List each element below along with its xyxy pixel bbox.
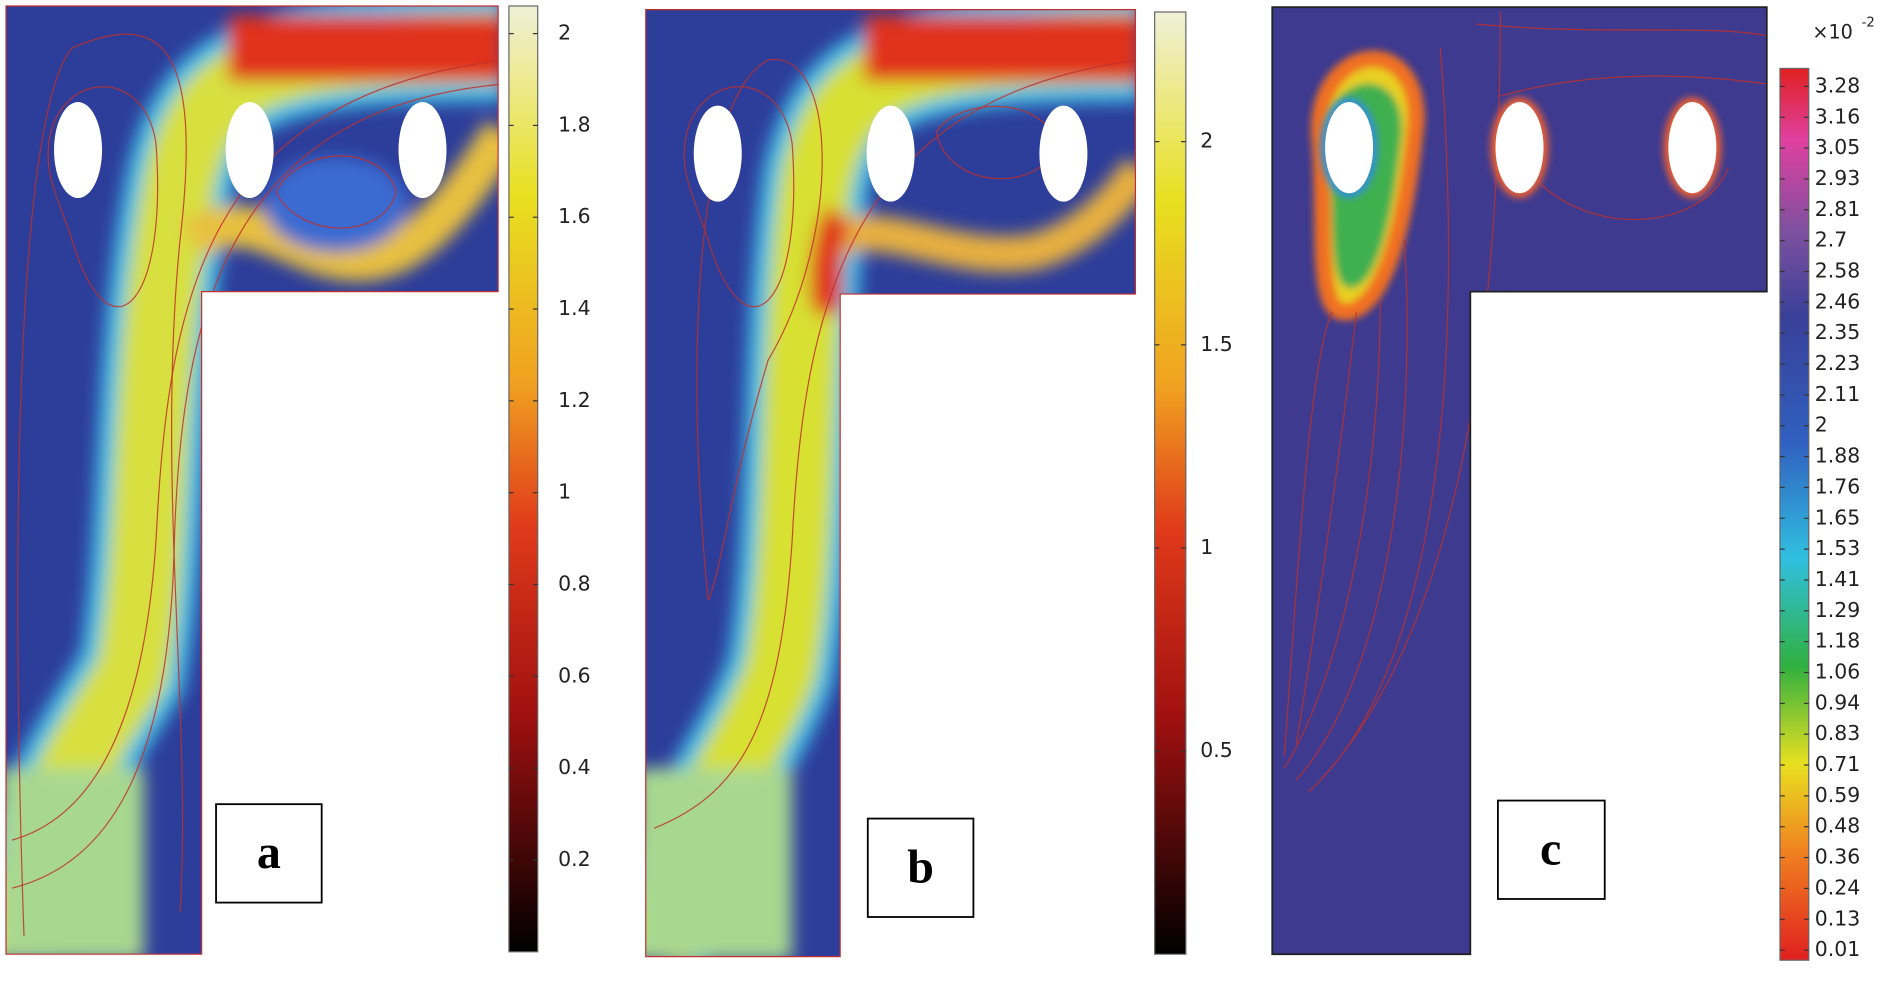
colorbar-tick-label: 3.16 [1815,104,1860,128]
colorbar-tick-label: 2.7 [1815,228,1847,252]
colorbar-tick-label: 3.28 [1815,73,1860,97]
colorbar-exponent: -2 [1862,15,1875,30]
colorbar-tick-label: 1.88 [1815,444,1860,468]
colorbar-tick-label: 0.48 [1815,814,1860,838]
colorbar-tick-label: 2 [558,21,571,45]
colorbar-tick-label: 0.5 [1200,738,1232,762]
colorbar-tick-label: 2 [1200,129,1213,153]
colorbar-tick-label: 0.4 [558,755,590,779]
field-b [645,9,1136,957]
colorbar-tick-label: 2.46 [1815,289,1860,313]
colorbar-tick-label: 1.18 [1815,629,1860,653]
colorbar-tick-label: 2.23 [1815,351,1860,375]
panel-label: a [257,826,281,879]
panel-label: b [907,840,934,893]
colorbar-tick-label: 2.81 [1815,197,1860,221]
colorbar-tick-label: 1.76 [1815,474,1860,498]
colorbar-tick-label: 2.35 [1815,320,1860,344]
label-box [1497,799,1606,900]
colorbar-tick-label: 3.05 [1815,135,1860,159]
colorbar-tick-label: 1.41 [1815,567,1860,591]
colorbar-tick-label: 0.2 [558,847,590,871]
colorbar-tick-label: 1.65 [1815,505,1860,529]
colorbar-tick-label: 0.24 [1815,875,1860,899]
colorbar-tick-label: 0.13 [1815,906,1860,930]
colorbar-tick-label: 2 [1815,413,1828,437]
colorbar-tick-label: 1.5 [1200,332,1232,356]
colorbar-tick-label: 1 [1200,535,1213,559]
colorbar-tick-label: 1.8 [558,112,590,136]
colorbar-tick-label: 0.8 [558,572,590,596]
colorbar-tick-label: 2.93 [1815,166,1860,190]
panel-label: c [1540,822,1561,875]
colorbar-tick-label: 1.29 [1815,598,1860,622]
colorbar-tick-label: 1 [558,480,571,504]
colorbar-tick-label: 0.94 [1815,690,1860,714]
label-box [215,803,323,904]
label-box [866,817,975,918]
colorbar-tick-label: 1.2 [558,388,590,412]
colorbar-multiplier: ×10 [1812,20,1853,43]
colorbar-tick-label: 2.11 [1815,382,1860,406]
colorbar-tick-label: 1.6 [558,204,590,228]
colorbar-tick-label: 0.36 [1815,845,1860,869]
colorbar-tick-label: 0.6 [558,663,590,687]
colorbar-tick-label: 0.59 [1815,783,1860,807]
colorbar-tick-label: 0.01 [1815,937,1860,961]
colorbar-tick-label: 1.06 [1815,659,1860,683]
colorbar-tick-label: 0.71 [1815,752,1860,776]
colorbar-tick-label: 1.4 [558,296,590,320]
colorbar-tick-label: 0.83 [1815,721,1860,745]
colorbar-tick-label: 2.58 [1815,258,1860,282]
colorbar-tick-label: 1.53 [1815,536,1860,560]
